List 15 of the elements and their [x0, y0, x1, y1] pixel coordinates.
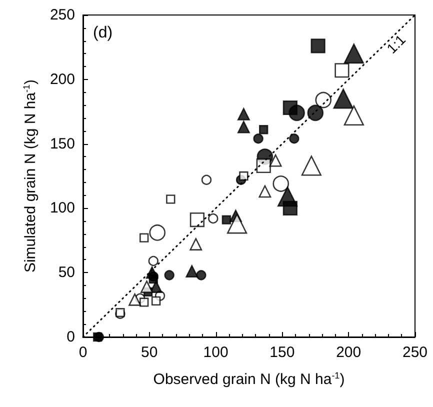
y-tick-label: 200	[50, 70, 75, 88]
annotation: (d)	[93, 24, 113, 42]
y-tick-label: 100	[50, 200, 75, 217]
x-tick-label: 250	[402, 344, 428, 361]
y-tick-label: 250	[50, 6, 75, 24]
y-tick-label: 0	[66, 328, 75, 346]
x-tick-label: 150	[270, 344, 295, 361]
y-tick-label: 50	[58, 264, 75, 282]
y-axis-title: Simulated grain N (kg N ha-1)	[22, 79, 39, 273]
x-tick-label: 0	[78, 344, 88, 361]
x-tick-label: 200	[336, 344, 362, 361]
x-tick-label: 100	[203, 344, 228, 361]
y-tick-label: 150	[50, 135, 75, 152]
text: 1:1	[383, 31, 409, 57]
x-tick-label: 50	[141, 344, 158, 361]
